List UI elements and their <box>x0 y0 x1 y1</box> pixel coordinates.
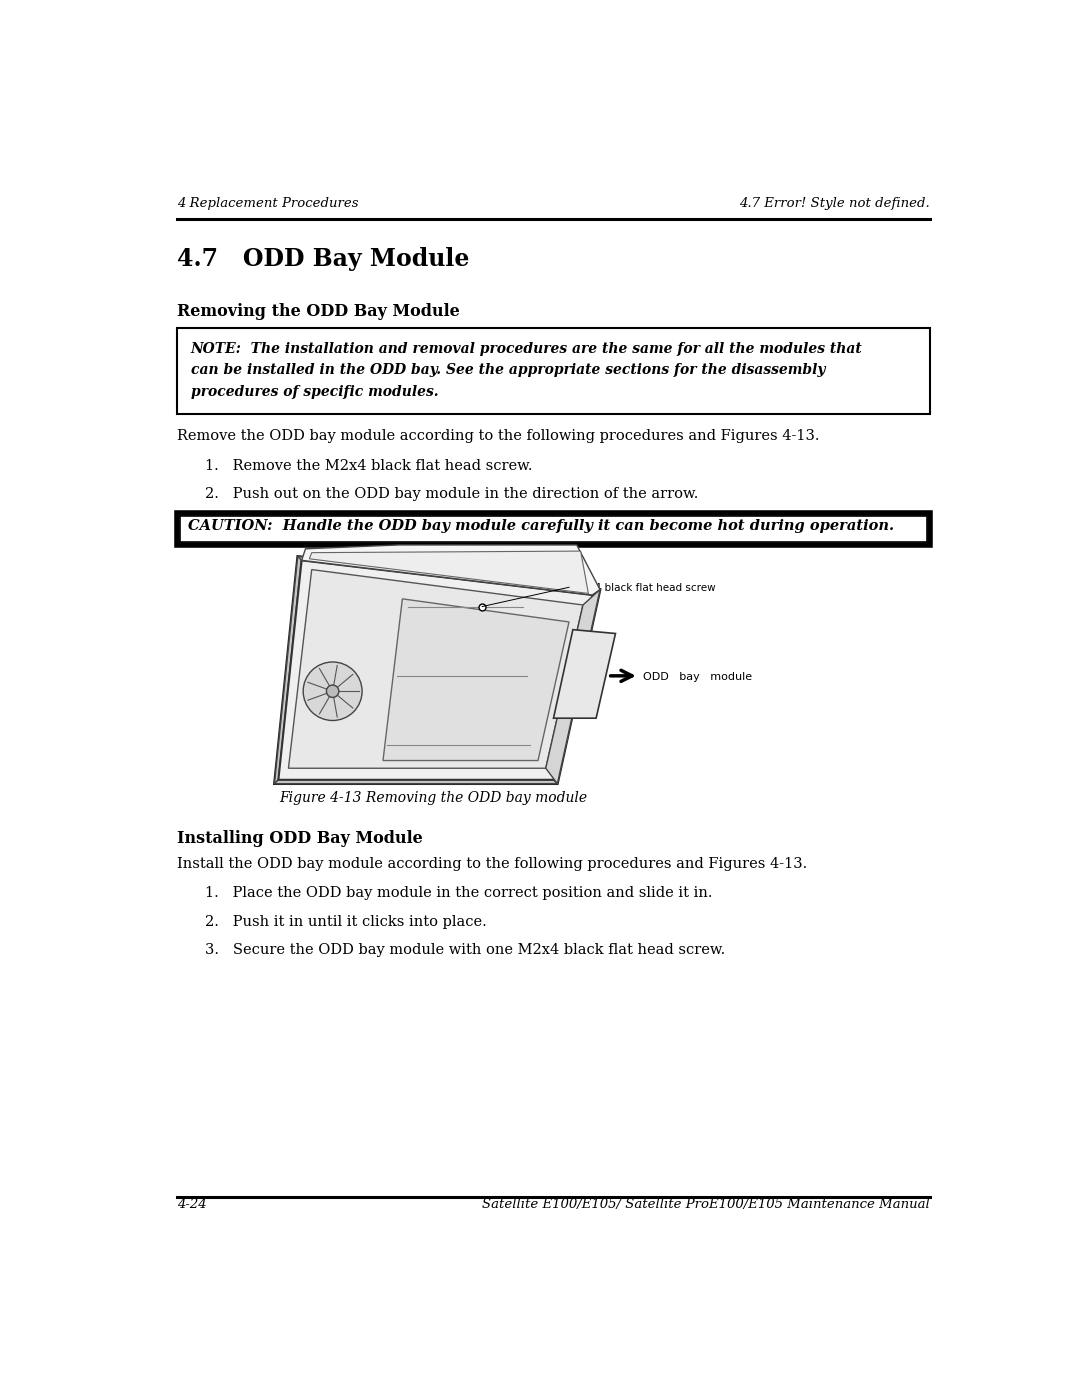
Text: CAUTION:  Handle the ODD bay module carefully it can become hot during operation: CAUTION: Handle the ODD bay module caref… <box>188 518 894 532</box>
Text: 2.   Push out on the ODD bay module in the direction of the arrow.: 2. Push out on the ODD bay module in the… <box>205 488 698 502</box>
Polygon shape <box>274 556 301 784</box>
Text: ODD   bay   module: ODD bay module <box>643 672 752 682</box>
Text: Satellite E100/E105/ Satellite ProE100/E105 Maintenance Manual: Satellite E100/E105/ Satellite ProE100/E… <box>483 1199 930 1211</box>
FancyBboxPatch shape <box>177 328 930 414</box>
FancyBboxPatch shape <box>180 515 927 542</box>
Text: 2.   Push it in until it clicks into place.: 2. Push it in until it clicks into place… <box>205 915 486 929</box>
Text: 4.7   ODD Bay Module: 4.7 ODD Bay Module <box>177 247 469 271</box>
Text: procedures of specific modules.: procedures of specific modules. <box>191 384 438 398</box>
Circle shape <box>303 662 362 721</box>
Text: Removing the ODD Bay Module: Removing the ODD Bay Module <box>177 303 460 320</box>
Text: 4 Replacement Procedures: 4 Replacement Procedures <box>177 197 359 210</box>
Circle shape <box>326 685 339 697</box>
Polygon shape <box>298 556 600 595</box>
Text: Figure 4-13 Removing the ODD bay module: Figure 4-13 Removing the ODD bay module <box>280 791 588 805</box>
Text: 4-24: 4-24 <box>177 1199 206 1211</box>
Polygon shape <box>274 780 557 784</box>
Polygon shape <box>545 590 600 784</box>
Polygon shape <box>279 560 592 780</box>
Polygon shape <box>274 556 600 784</box>
Text: 3.   Secure the ODD bay module with one M2x4 black flat head screw.: 3. Secure the ODD bay module with one M2… <box>205 943 725 957</box>
Text: can be installed in the ODD bay. See the appropriate sections for the disassembl: can be installed in the ODD bay. See the… <box>191 363 825 377</box>
Polygon shape <box>554 630 616 718</box>
Text: 1.   Place the ODD bay module in the correct position and slide it in.: 1. Place the ODD bay module in the corre… <box>205 886 712 900</box>
Text: M2x4 black flat head screw: M2x4 black flat head screw <box>572 584 715 594</box>
Text: Install the ODD bay module according to the following procedures and Figures 4-1: Install the ODD bay module according to … <box>177 856 807 870</box>
FancyBboxPatch shape <box>177 513 930 545</box>
Text: 1.   Remove the M2x4 black flat head screw.: 1. Remove the M2x4 black flat head screw… <box>205 458 532 472</box>
Polygon shape <box>383 599 569 760</box>
Polygon shape <box>554 590 600 784</box>
Polygon shape <box>301 545 600 595</box>
Text: NOTE:  The installation and removal procedures are the same for all the modules : NOTE: The installation and removal proce… <box>191 342 863 356</box>
Polygon shape <box>288 570 583 768</box>
Polygon shape <box>309 550 589 594</box>
Text: Installing ODD Bay Module: Installing ODD Bay Module <box>177 830 422 847</box>
Text: Remove the ODD bay module according to the following procedures and Figures 4-13: Remove the ODD bay module according to t… <box>177 429 820 443</box>
Text: 4.7 Error! Style not defined.: 4.7 Error! Style not defined. <box>740 197 930 210</box>
